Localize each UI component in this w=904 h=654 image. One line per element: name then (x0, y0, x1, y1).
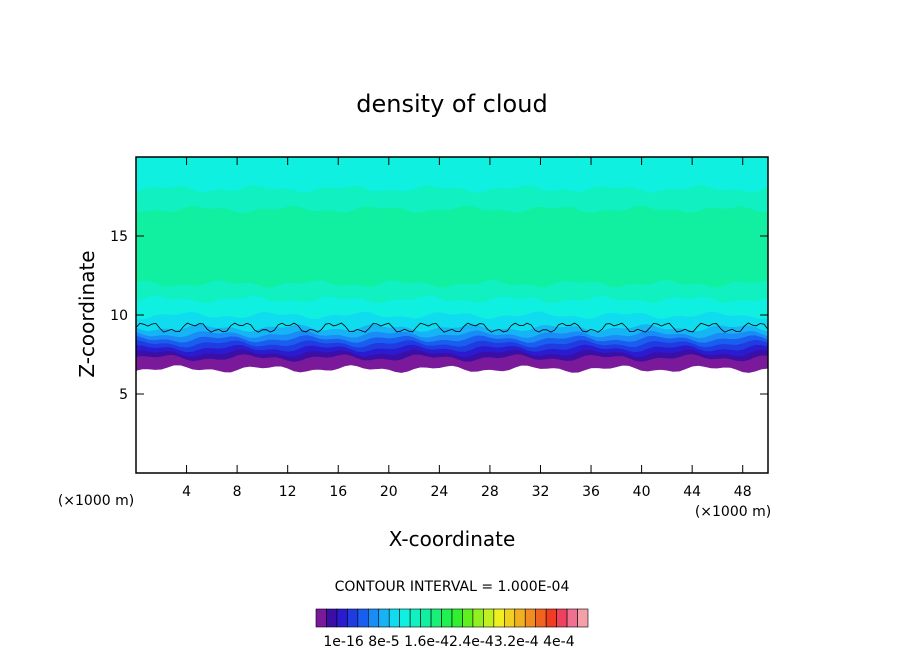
contour-band-12 (135, 156, 769, 193)
x-tick-label-1: 8 (233, 484, 242, 500)
y-unit-label-right: (×1000 m) (695, 504, 771, 520)
colorbar-swatch-0 (315, 608, 327, 628)
colorbar-swatch-5 (368, 608, 380, 628)
y-tick-label-1: 10 (110, 308, 128, 324)
x-axis-label: X-coordinate (389, 527, 516, 551)
plot-area (135, 156, 769, 373)
chart-title: density of cloud (356, 90, 547, 118)
colorbar-swatch-21 (535, 608, 547, 628)
x-unit-label-left: (×1000 m) (58, 493, 134, 509)
x-tick-label-9: 40 (633, 484, 651, 500)
colorbar-swatch-3 (347, 608, 359, 628)
contour-line (135, 322, 769, 333)
colorbar-swatch-18 (504, 608, 516, 628)
x-tick-label-4: 20 (380, 484, 398, 500)
colorbar-swatch-12 (441, 608, 453, 628)
colorbar-swatch-1 (326, 608, 338, 628)
colorbar-swatch-24 (566, 608, 578, 628)
colorbar-swatch-8 (399, 608, 411, 628)
colorbar-swatch-25 (577, 608, 589, 628)
x-tick-label-8: 36 (582, 484, 600, 500)
colorbar-swatch-16 (483, 608, 495, 628)
y-tick-label-0: 5 (119, 387, 128, 403)
x-tick-label-7: 32 (532, 484, 550, 500)
colorbar-swatch-10 (420, 608, 432, 628)
y-axis-label: Z-coordinate (75, 250, 99, 377)
x-tick-label-0: 4 (182, 484, 191, 500)
x-tick-label-11: 48 (734, 484, 752, 500)
x-tick-label-3: 16 (329, 484, 347, 500)
x-tick-label-6: 28 (481, 484, 499, 500)
colorbar (315, 608, 589, 628)
colorbar-swatch-17 (493, 608, 505, 628)
x-tick-label-2: 12 (279, 484, 297, 500)
colorbar-swatch-4 (357, 608, 369, 628)
contour-interval-text: CONTOUR INTERVAL = 1.000E-04 (335, 579, 570, 595)
contour-band-10 (135, 204, 769, 288)
colorbar-swatch-14 (462, 608, 474, 628)
colorbar-swatch-2 (336, 608, 348, 628)
colorbar-swatch-23 (556, 608, 568, 628)
colorbar-swatch-6 (378, 608, 390, 628)
y-tick-label-2: 15 (110, 229, 128, 245)
x-tick-label-10: 44 (683, 484, 701, 500)
colorbar-swatch-22 (545, 608, 557, 628)
colorbar-swatch-15 (472, 608, 484, 628)
colorbar-swatch-9 (409, 608, 421, 628)
x-tick-label-5: 24 (430, 484, 448, 500)
colorbar-tick-labels: 1e-16 8e-5 1.6e-42.4e-43.2e-4 4e-4 (323, 634, 574, 650)
colorbar-swatch-13 (451, 608, 463, 628)
colorbar-swatch-20 (524, 608, 536, 628)
colorbar-swatch-11 (430, 608, 442, 628)
colorbar-swatch-7 (388, 608, 400, 628)
colorbar-swatch-19 (514, 608, 526, 628)
